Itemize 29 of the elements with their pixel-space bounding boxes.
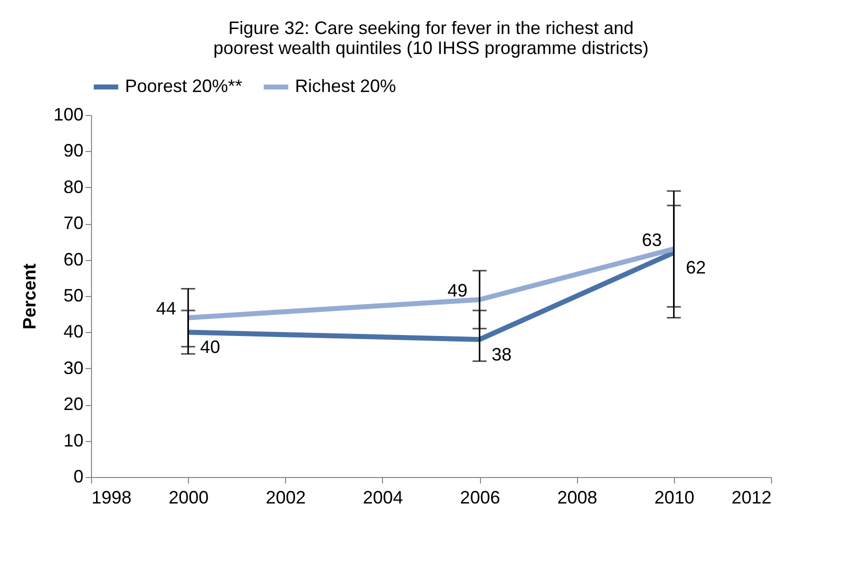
y-tick-label: 30	[63, 358, 84, 378]
data-label: 63	[642, 230, 662, 250]
y-tick-label: 60	[63, 249, 84, 270]
y-tick-label: 40	[63, 322, 84, 342]
y-tick-label: 0	[73, 466, 84, 486]
legend-label: Richest 20%	[295, 76, 396, 96]
x-tick-label: 2010	[654, 488, 694, 508]
y-axis-title: Percent	[19, 263, 40, 330]
chart-title: Figure 32: Care seeking for fever in the richest and poorest wealth quintiles (10 IHSS programme districts)	[213, 18, 649, 58]
y-tick-label: 70	[63, 213, 84, 234]
x-tick-label: 2012	[731, 488, 772, 508]
x-tick-label: 2006	[460, 488, 500, 508]
data-label: 38	[492, 344, 512, 364]
y-tick-label: 10	[63, 430, 84, 450]
x-tick-label: 1998	[92, 488, 132, 508]
x-tick-label: 2008	[557, 488, 598, 508]
data-label: 44	[156, 298, 176, 319]
y-tick-label: 20	[63, 394, 84, 414]
x-tick-label: 2002	[266, 488, 306, 508]
data-label: 62	[686, 258, 706, 278]
y-tick-label: 80	[63, 176, 84, 197]
y-tick-label: 90	[63, 140, 84, 161]
y-tick-label: 100	[53, 104, 84, 124]
legend-label: Poorest 20%**	[125, 76, 242, 96]
x-tick-label: 2004	[362, 488, 403, 508]
data-label: 40	[200, 337, 220, 358]
x-tick-label: 2000	[168, 488, 209, 508]
data-label: 49	[448, 280, 468, 301]
y-tick-label: 50	[63, 286, 84, 306]
